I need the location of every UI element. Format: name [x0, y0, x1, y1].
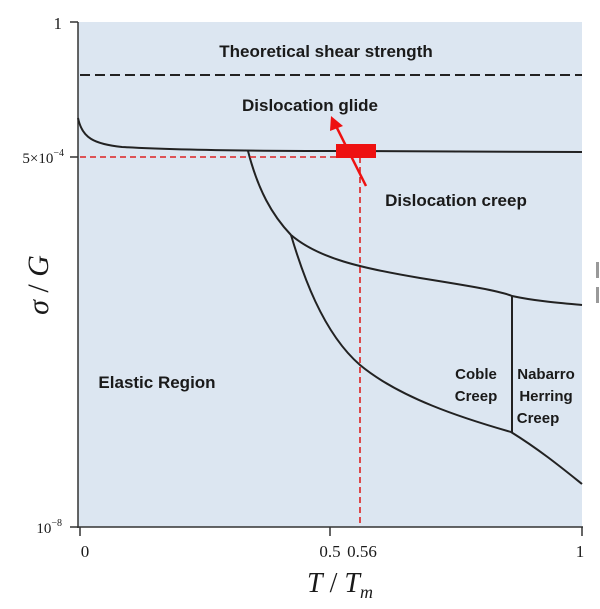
- creep-arrow-head: [330, 116, 343, 131]
- x-tick-label-05: 0.5: [319, 542, 340, 561]
- power-law-creep-upper-curve: [290, 234, 583, 306]
- y-tick-bottom-base: 10: [36, 521, 51, 537]
- operating-point-marker: [336, 144, 376, 158]
- x-axis-title-sub: m: [360, 582, 373, 602]
- x-tick-label-1: 1: [576, 542, 585, 561]
- y-tick-mid-base: 5×10: [22, 151, 53, 167]
- creep-arrow-shaft: [334, 125, 368, 187]
- y-tick-mid-exp: −4: [53, 148, 64, 159]
- x-axis-title-tm: T: [344, 568, 362, 599]
- glide-boundary-curve: [77, 117, 583, 153]
- y-axis-title-g: G: [22, 255, 55, 277]
- plot-area: [78, 22, 582, 527]
- y-axis-title-sigma: σ: [22, 299, 55, 315]
- glide-creep-boundary-curve: [247, 150, 292, 236]
- y-axis-title: σ / G: [22, 255, 55, 315]
- y-tick-bottom-exp: −8: [51, 518, 62, 529]
- theoretical-shear-label: Theoretical shear strength: [219, 42, 433, 61]
- x-axis-title-t: T: [307, 568, 325, 599]
- nabarro-herring-label-line3: Creep: [517, 410, 560, 427]
- nabarro-herring-lower-curve: [510, 431, 583, 485]
- dislocation-creep-label: Dislocation creep: [385, 191, 527, 210]
- dislocation-glide-label: Dislocation glide: [242, 96, 378, 115]
- x-tick-label-0: 0: [81, 542, 90, 561]
- x-axis-title: T / Tm: [307, 568, 373, 602]
- cropped-edge-mark-2: [596, 287, 599, 303]
- coble-creep-label-line1: Coble: [455, 366, 497, 383]
- x-axis-title-sep: /: [323, 568, 345, 599]
- coble-creep-label-line2: Creep: [455, 388, 498, 405]
- coble-boundary-curve: [290, 234, 512, 433]
- nabarro-herring-label-line2: Herring: [519, 388, 572, 405]
- nabarro-herring-label-line1: Nabarro: [517, 366, 575, 383]
- y-tick-label-mid: 5×10−4: [22, 148, 64, 167]
- y-tick-label-bottom: 10−8: [36, 518, 62, 537]
- y-tick-label-top: 1: [54, 14, 63, 33]
- x-tick-label-056: 0.56: [347, 542, 377, 561]
- cropped-edge-mark-1: [596, 262, 599, 278]
- elastic-region-label: Elastic Region: [98, 373, 215, 392]
- y-axis-title-sep: /: [22, 277, 55, 300]
